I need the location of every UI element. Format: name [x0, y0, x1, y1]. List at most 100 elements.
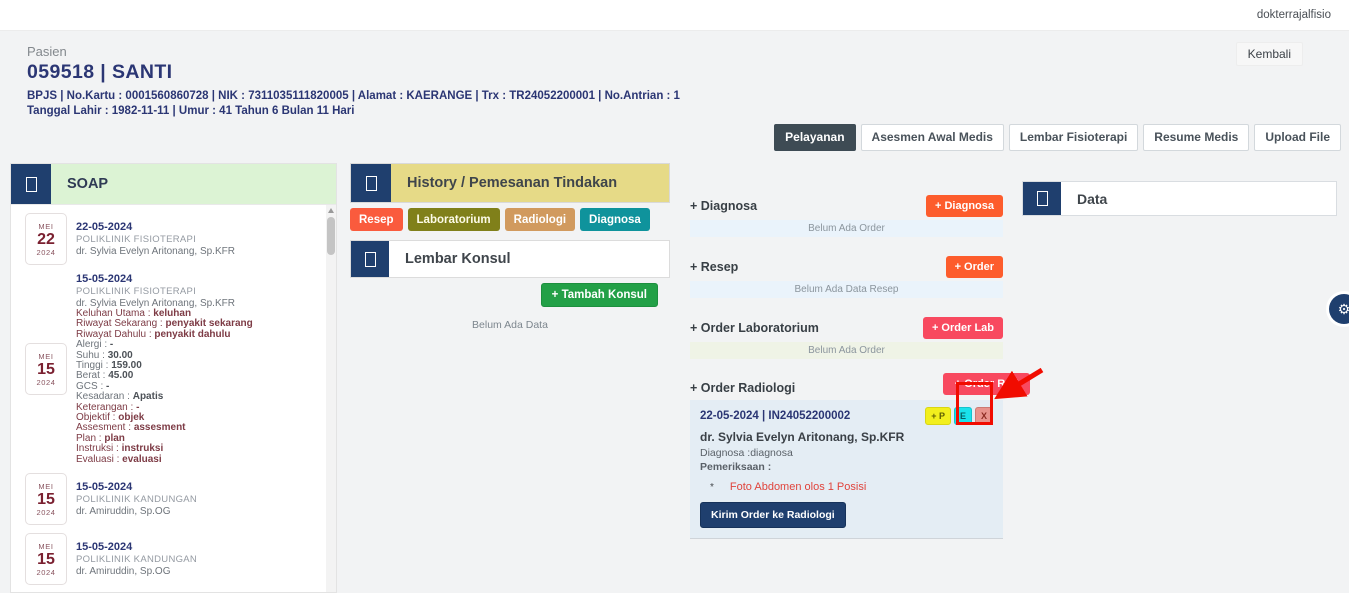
entry-doctor: dr. Amiruddin, Sp.OG: [76, 566, 171, 578]
history-panel-header: History / Pemesanan Tindakan: [350, 163, 670, 203]
data-panel-title: Data: [1077, 190, 1108, 207]
settings-fab[interactable]: ⚙: [1329, 294, 1349, 324]
order-item-name: Foto Abdomen olos 1 Posisi: [729, 481, 867, 493]
laboratorium-empty-strip: Belum Ada Order: [690, 342, 1003, 359]
detail-label: Assesment: [76, 422, 134, 433]
soap-entry[interactable]: MEI 15 2024 15-05-2024: [11, 589, 336, 592]
soap-detail-line: KesadaranApatis: [76, 391, 253, 403]
radiologi-button[interactable]: Radiologi: [504, 208, 576, 231]
order-action-buttons: + P E X: [925, 407, 993, 425]
badge-month: MEI: [38, 541, 54, 551]
add-resep-order-button[interactable]: + Order: [945, 256, 1003, 278]
soap-detail-line: Objektifobjek: [76, 412, 253, 424]
tab-resume-medis[interactable]: Resume Medis: [1143, 124, 1250, 151]
detail-label: Riwayat Dahulu: [76, 329, 154, 340]
detail-value: penyakit sekarang: [165, 318, 253, 330]
badge-year: 2024: [36, 507, 56, 517]
detail-value: plan: [104, 432, 125, 444]
order-delete-button[interactable]: X: [974, 407, 993, 425]
date-badge: MEI 22 2024: [25, 213, 67, 265]
date-badge: MEI 15 2024: [25, 533, 67, 586]
laboratorium-button[interactable]: Laboratorium: [407, 208, 500, 231]
order-type-buttons: Resep Laboratorium Radiologi Diagnosa: [350, 208, 670, 231]
soap-detail-line: Alergi-: [76, 339, 253, 351]
badge-year: 2024: [36, 377, 56, 387]
detail-label: Keterangan: [76, 402, 136, 413]
scroll-up-icon[interactable]: [328, 208, 334, 213]
detail-label: GCS: [76, 381, 106, 392]
soap-detail-line: Suhu30.00: [76, 349, 253, 361]
detail-value: Apatis: [132, 391, 164, 403]
tab-asesmen-awal-medis[interactable]: Asesmen Awal Medis: [860, 124, 1004, 151]
soap-detail-line: Instruksiinstruksi: [76, 443, 253, 454]
soap-entry-body: 15-05-2024 POLIKLINIK KANDUNGAN dr. Amir…: [76, 481, 197, 517]
radiologi-heading: + Order Radiologi: [690, 381, 796, 395]
konsul-panel-icon: [351, 241, 389, 277]
soap-entry[interactable]: MEI 15 2024 15-05-2024 POLIKLINIK KANDUN…: [11, 469, 336, 529]
konsul-panel-title: Lembar Konsul: [405, 251, 511, 267]
send-order-button[interactable]: Kirim Order ke Radiologi: [700, 502, 846, 528]
detail-value: 159.00: [111, 360, 142, 372]
diagnosa-empty-strip: Belum Ada Order: [690, 220, 1003, 237]
soap-detail-line: Planplan: [76, 432, 253, 444]
soap-detail-line: Keluhan Utamakeluhan: [76, 308, 253, 319]
entry-clinic: POLIKLINIK KANDUNGAN: [76, 494, 198, 506]
soap-entry[interactable]: MEI 15 2024 15-05-2024 POLIKLINIK FISIOT…: [11, 269, 336, 469]
patient-info-line-1: BPJS | No.Kartu : 0001560860728 | NIK : …: [27, 90, 680, 102]
detail-label: Plan: [76, 433, 104, 444]
detail-label: Riwayat Sekarang: [76, 318, 166, 329]
detail-label: Keluhan Utama: [76, 308, 153, 319]
detail-value: objek: [118, 412, 145, 424]
diagnosa-heading: + Diagnosa: [690, 199, 758, 213]
soap-entry[interactable]: MEI 22 2024 22-05-2024 POLIKLINIK FISIOT…: [11, 209, 336, 269]
add-diagnosa-button[interactable]: + Diagnosa: [926, 195, 1003, 217]
badge-day: 15: [37, 360, 55, 378]
resep-section: + Resep + Order Belum Ada Data Resep: [690, 255, 1003, 298]
entry-clinic: POLIKLINIK FISIOTERAPI: [76, 286, 197, 297]
placeholder-glyph-icon: [364, 251, 376, 267]
resep-button[interactable]: Resep: [350, 208, 403, 231]
entry-doctor: dr. Amiruddin, Sp.OG: [76, 506, 171, 518]
date-badge: MEI 15 2024: [25, 343, 67, 396]
soap-entry-body: 15-05-2024 POLIKLINIK FISIOTERAPI dr. Sy…: [76, 273, 253, 465]
order-add-item-button[interactable]: + P: [925, 407, 951, 425]
detail-value: 30.00: [107, 349, 133, 361]
detail-label: Tinggi: [76, 360, 111, 371]
history-panel-icon: [351, 164, 391, 202]
bullet-icon: *: [710, 482, 714, 493]
back-button[interactable]: Kembali: [1235, 42, 1303, 66]
detail-value: -: [109, 339, 114, 351]
radiologi-order-head: 22-05-2024 | IN24052200002 + P E X: [700, 407, 993, 425]
order-edit-button[interactable]: E: [953, 407, 972, 425]
entry-date: 15-05-2024: [76, 541, 133, 554]
konsul-empty-text: Belum Ada Data: [472, 319, 548, 331]
soap-panel-title: SOAP: [51, 164, 336, 204]
tab-upload-file[interactable]: Upload File: [1254, 124, 1341, 151]
logged-in-username[interactable]: dokterrajalfisio: [1256, 9, 1331, 21]
history-panel: History / Pemesanan Tindakan Resep Labor…: [350, 163, 670, 331]
soap-detail-line: Tinggi159.00: [76, 360, 253, 372]
diagnosa-button[interactable]: Diagnosa: [580, 208, 650, 231]
badge-month: MEI: [38, 221, 54, 231]
date-badge: MEI 15 2024: [25, 473, 67, 526]
badge-day: 15: [37, 490, 55, 508]
order-pemeriksaan-label: Pemeriksaan :: [700, 461, 772, 473]
detail-label: Alergi: [76, 339, 110, 350]
soap-detail-line: Berat45.00: [76, 370, 253, 382]
detail-label: Evaluasi: [76, 454, 122, 465]
soap-panel: SOAP MEI 22 2024 22-05-2024 POLIKLINIK F…: [10, 163, 337, 593]
tab-pelayanan[interactable]: Pelayanan: [774, 124, 856, 151]
add-konsul-button[interactable]: + Tambah Konsul: [540, 283, 658, 307]
soap-panel-header: SOAP: [11, 164, 336, 205]
scrollbar-thumb[interactable]: [327, 217, 335, 255]
add-lab-order-button[interactable]: + Order Lab: [922, 317, 1003, 339]
detail-value: 45.00: [108, 370, 134, 382]
tab-lembar-fisioterapi[interactable]: Lembar Fisioterapi: [1008, 124, 1139, 151]
badge-day: 22: [37, 230, 55, 248]
scrollbar[interactable]: [326, 205, 336, 592]
data-panel-header: Data: [1022, 181, 1337, 216]
detail-label: Kesadaran: [76, 391, 133, 402]
add-rad-order-button[interactable]: + Order Rad: [942, 373, 1030, 395]
soap-entry[interactable]: MEI 15 2024 15-05-2024 POLIKLINIK KANDUN…: [11, 529, 336, 589]
detail-value: penyakit dahulu: [154, 328, 231, 340]
